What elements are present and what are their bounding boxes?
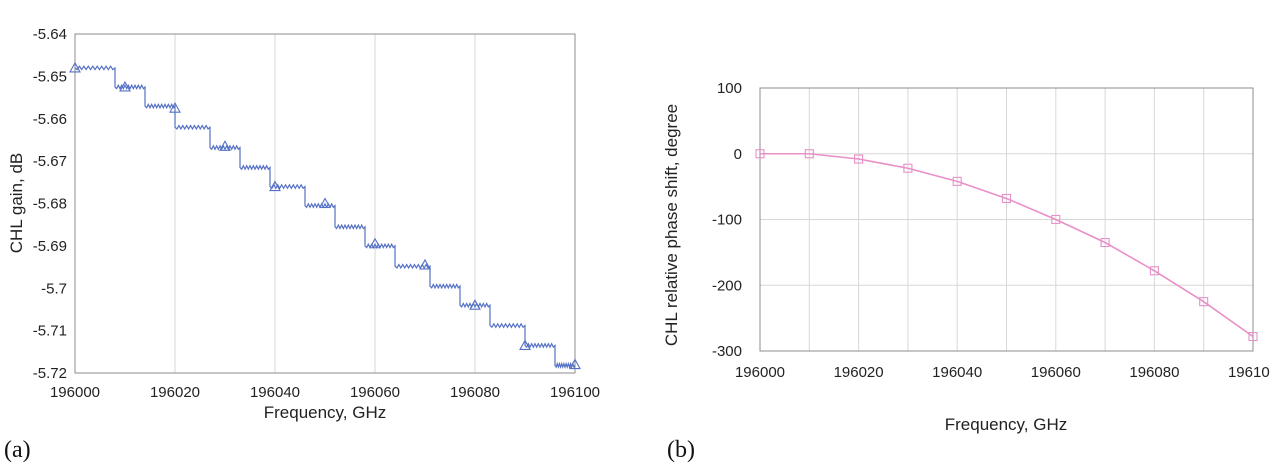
chart-b-series — [760, 152, 1254, 338]
chart-a-y-tick-label: -5.66 — [33, 111, 67, 128]
chart-a-x-tick-label: 196060 — [350, 384, 400, 401]
chart-a-x-tick-labels: 196000 196020 196040 196060 196080 196100 — [50, 384, 600, 401]
chart-a-y-tick-label: -5.64 — [33, 26, 67, 43]
chart-b-grid — [760, 88, 1253, 351]
chart-a-panel-label: (a) — [4, 437, 31, 463]
chart-b-y-tick-label: -300 — [712, 343, 742, 360]
chart-a-x-axis-title: Frequency, GHz — [264, 403, 387, 422]
chart-a-x-tick-label: 196100 — [550, 384, 600, 401]
chart-a-x-tick-label: 196040 — [250, 384, 300, 401]
chart-a-point — [319, 197, 331, 209]
chart-b-y-tick-label: 100 — [717, 80, 742, 97]
chart-a-y-tick-label: -5.65 — [33, 68, 67, 85]
chart-b-x-tick-label: 196100 — [1228, 364, 1270, 381]
chart-a-point — [69, 61, 81, 73]
chart-b-x-tick-labels: 196000 196020 196040 196060 196080 196100 — [735, 364, 1270, 381]
chart-a-series — [74, 65, 576, 369]
chart-a-plot-area — [74, 33, 576, 374]
chart-a-grid — [174, 34, 476, 373]
chart-b-markers — [755, 149, 1258, 342]
chart-b-x-tick-label: 196000 — [735, 364, 785, 381]
chart-a-point — [269, 180, 281, 192]
chart-b-x-tick-label: 196020 — [834, 364, 884, 381]
chart-a-gain-line — [74, 65, 576, 369]
chart-a-y-tick-label: -5.72 — [33, 365, 67, 382]
chart-b-plot-area — [759, 87, 1254, 352]
chart-b-x-tick-label: 196080 — [1129, 364, 1179, 381]
chart-a-point — [569, 358, 581, 370]
chart-a-point — [219, 140, 231, 151]
chart-b-y-tick-label: 0 — [734, 146, 742, 163]
chart-a-y-tick-labels: -5.64 -5.65 -5.66 -5.67 -5.68 -5.69 -5.7 -5.71 -… — [33, 26, 67, 382]
chart-a-point — [369, 237, 381, 249]
chart-b-x-axis-title: Frequency, GHz — [945, 415, 1068, 434]
chart-a-x-tick-label: 196080 — [450, 384, 500, 401]
chart-b-point — [952, 176, 962, 186]
chart-b-point — [1051, 214, 1061, 225]
chart-b-point — [1248, 331, 1258, 342]
chart-b-point — [854, 154, 864, 164]
chart-a-point — [169, 102, 181, 113]
chart-a-y-tick-label: -5.67 — [33, 153, 67, 170]
chart-a-y-tick-label: -5.68 — [33, 196, 67, 213]
chart-a-point — [469, 299, 481, 310]
chart-a-gain: 196000 196020 196040 196060 196080 196100 -5.… — [4, 26, 600, 463]
chart-b-x-tick-label: 196060 — [1031, 364, 1081, 381]
chart-b-point — [1199, 297, 1209, 307]
chart-b-phase: 196000 196020 196040 196060 196080 196100 100… — [662, 80, 1270, 463]
chart-b-y-tick-label: -200 — [712, 277, 742, 294]
chart-b-y-tick-label: -100 — [712, 212, 742, 229]
chart-b-point — [1001, 193, 1012, 204]
chart-a-point — [119, 80, 131, 92]
chart-a-y-tick-label: -5.71 — [33, 323, 67, 340]
chart-b-x-tick-label: 196040 — [932, 364, 982, 381]
chart-b-panel-label: (b) — [667, 437, 695, 463]
chart-b-point — [903, 163, 913, 173]
chart-b-point — [1149, 266, 1159, 276]
chart-a-point — [419, 258, 431, 270]
chart-a-x-tick-label: 196000 — [50, 384, 100, 401]
chart-a-y-tick-label: -5.7 — [41, 280, 67, 297]
chart-b-y-tick-labels: 100 0 -100 -200 -300 — [712, 80, 742, 360]
chart-a-markers — [69, 61, 581, 370]
chart-b-point — [755, 149, 765, 159]
chart-b-y-axis-title: CHL relative phase shift, degree — [662, 104, 681, 346]
chart-a-y-tick-label: -5.69 — [33, 238, 67, 255]
chart-b-phase-line — [760, 152, 1254, 338]
chart-a-y-axis-title: CHL gain, dB — [7, 153, 26, 253]
chart-b-point — [1100, 237, 1110, 248]
chart-a-x-tick-label: 196020 — [150, 384, 200, 401]
chart-b-point — [804, 149, 814, 159]
chart-a-point — [519, 339, 531, 351]
